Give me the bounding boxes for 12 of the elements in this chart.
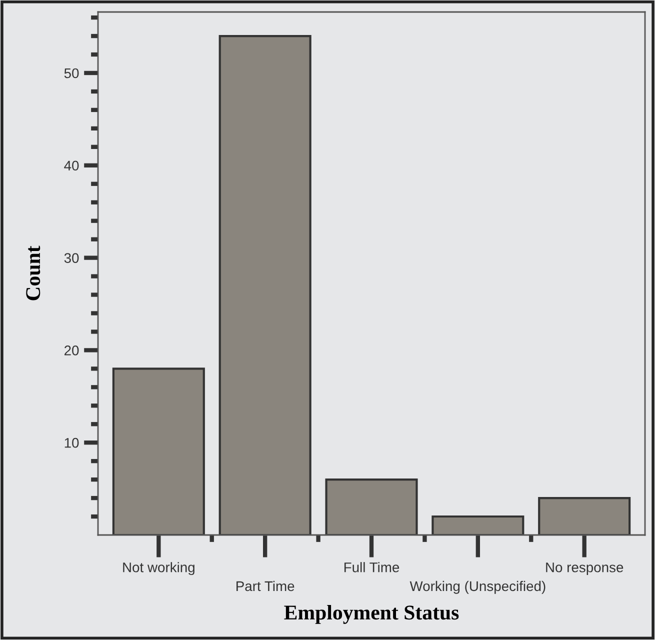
x-axis-title: Employment Status: [284, 604, 459, 624]
y-tick-label: 30: [64, 253, 79, 263]
x-tick-label: Not working: [123, 562, 194, 576]
y-tick-label: 10: [64, 438, 79, 448]
x-tick-label: Full Time: [344, 562, 400, 572]
y-axis-title: Count: [26, 246, 40, 300]
x-tick-label: No response: [546, 562, 624, 576]
y-tick-label: 50: [64, 68, 79, 78]
x-tick-label: Working (Unspecified): [410, 580, 546, 594]
y-tick-label: 20: [64, 346, 79, 356]
y-tick-label: 40: [64, 160, 79, 171]
x-tick-label: Part Time: [236, 580, 294, 592]
